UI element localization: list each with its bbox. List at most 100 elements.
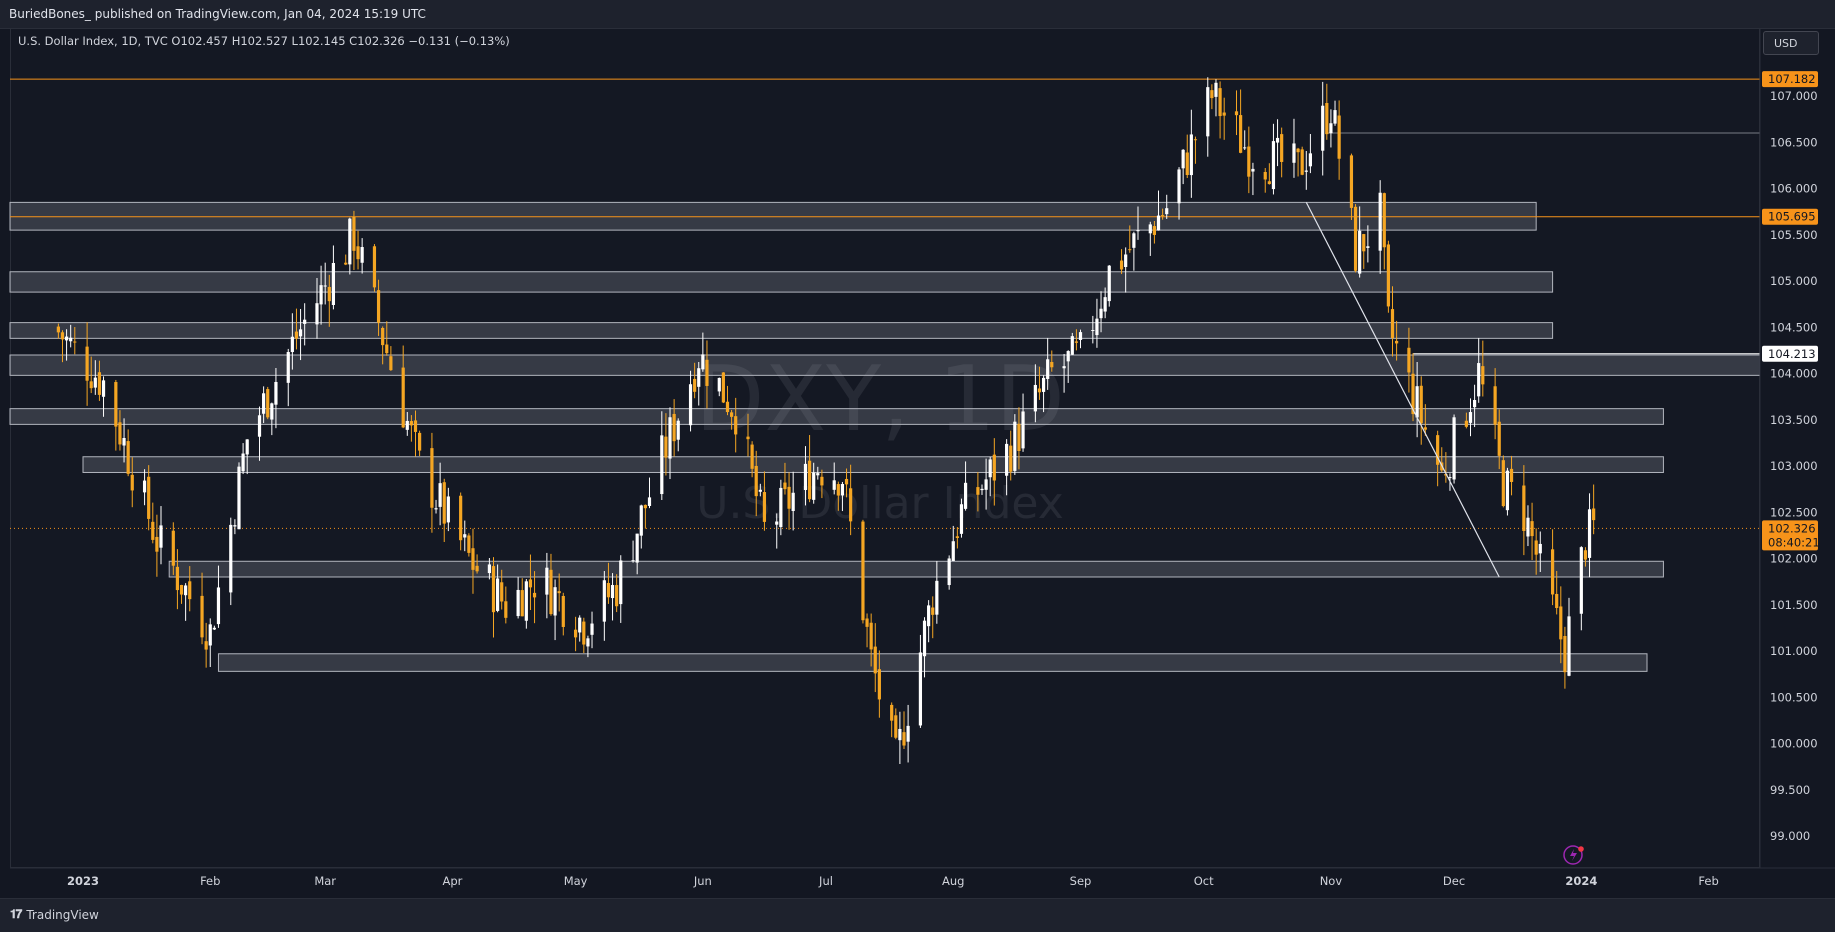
candle-body — [60, 332, 65, 340]
candle-body — [446, 496, 450, 523]
candle-body — [257, 415, 262, 437]
price-tick-label: 102.500 — [1770, 505, 1818, 519]
candle-body — [1251, 168, 1255, 172]
candle-body — [902, 732, 906, 746]
candle-body — [664, 436, 668, 458]
candle-body — [303, 319, 307, 324]
chart-frame[interactable] — [10, 28, 1760, 868]
candle-body — [208, 624, 212, 646]
candle-body — [1103, 297, 1107, 312]
candle-body — [1107, 265, 1111, 302]
candle-body — [746, 436, 750, 440]
candle-body — [783, 482, 787, 490]
candle-body — [1099, 308, 1103, 319]
candle-body — [385, 344, 389, 354]
candle-body — [1210, 90, 1214, 99]
candle-body — [635, 533, 639, 563]
candle-body — [574, 629, 578, 638]
candle-body — [1070, 336, 1074, 355]
tradingview-brand[interactable]: 𝟏𝟕 TradingView — [10, 907, 99, 922]
candle-body — [1013, 421, 1017, 471]
time-axis[interactable]: 2023 Feb Mar Apr May Jun Jul Aug Sep Oct Nov Dec 202… — [10, 867, 1835, 888]
candle-body — [142, 480, 147, 493]
candle-body — [931, 607, 935, 615]
candle-body — [319, 285, 323, 305]
candle-body — [442, 482, 446, 524]
candle-body — [1349, 155, 1354, 208]
candle-body — [216, 587, 221, 625]
candle-body — [204, 641, 208, 650]
candle-body — [348, 218, 352, 265]
candle-layer — [56, 77, 1596, 764]
candle-body — [959, 504, 964, 534]
candle-body — [701, 354, 705, 370]
candle-body — [1021, 411, 1025, 449]
candle-body — [528, 579, 533, 588]
candle-body — [1095, 318, 1099, 336]
candle-body — [101, 380, 106, 397]
time-tick-label: Oct — [1194, 874, 1214, 888]
candle-body — [430, 448, 434, 508]
candle-body — [1386, 244, 1390, 307]
candle-body — [520, 590, 524, 617]
candle-body — [237, 466, 241, 530]
candle-body — [787, 486, 791, 509]
candle-body — [1329, 123, 1333, 134]
candle-body — [294, 331, 299, 339]
candle-body — [487, 564, 491, 574]
candle-body — [1497, 421, 1501, 456]
candle-body — [697, 368, 701, 387]
sr-zone — [9, 408, 1664, 425]
candle-body — [1181, 149, 1185, 169]
candle-body — [200, 595, 204, 638]
candle-body — [155, 536, 159, 552]
candle-body — [734, 416, 738, 435]
candle-body — [1493, 386, 1497, 425]
price-axis[interactable]: 99.000 99.500 100.000 100.500 101.000 101.500… — [1759, 28, 1818, 868]
currency-button[interactable]: USD — [1763, 31, 1819, 55]
candle-body — [1362, 234, 1366, 252]
candle-body — [693, 378, 697, 392]
candle-body — [717, 377, 721, 392]
price-label-countdown: 08:40:21 — [1768, 535, 1820, 549]
sr-zone — [168, 560, 1664, 578]
candle-body — [1275, 137, 1280, 143]
candle-body — [643, 504, 647, 509]
candle-body — [1218, 88, 1222, 117]
candle-body — [1538, 543, 1542, 554]
price-tick-label: 105.000 — [1770, 274, 1818, 288]
trend-line — [1305, 202, 1500, 578]
candle-body — [69, 337, 73, 342]
lightning-icon[interactable] — [1563, 845, 1584, 865]
candle-body — [705, 359, 709, 386]
candle-body — [619, 560, 623, 605]
candle-body — [1247, 146, 1251, 177]
candle-body — [758, 489, 762, 492]
candle-body — [988, 459, 992, 478]
price-label-box — [1762, 208, 1818, 225]
candle-body — [676, 420, 680, 440]
candle-body — [229, 524, 233, 593]
candle-body — [491, 566, 496, 613]
price-label-text: 105.695 — [1768, 210, 1816, 224]
candle-body — [179, 585, 184, 595]
candle-body — [1390, 309, 1395, 339]
candle-body — [413, 420, 418, 432]
candle-body — [840, 484, 845, 496]
candle-body — [1271, 141, 1276, 190]
candle-body — [471, 548, 475, 570]
candle-body — [1239, 115, 1243, 153]
price-tick-label: 104.000 — [1770, 367, 1818, 381]
time-tick-label: Aug — [942, 874, 964, 888]
price-chart[interactable]: DXY, 1D U.S. Dollar Index 99.000 99.500 10… — [0, 0, 1835, 898]
candle-body — [438, 483, 442, 507]
candle-body — [286, 352, 290, 383]
candle-body — [890, 704, 894, 721]
candle-body — [1091, 330, 1095, 332]
candle-body — [1559, 606, 1563, 640]
candle-body — [807, 460, 812, 500]
price-tick-label: 100.000 — [1770, 737, 1818, 751]
candle-body — [1078, 332, 1083, 340]
time-tick-label: 2024 — [1565, 874, 1597, 888]
candle-body — [245, 439, 249, 455]
